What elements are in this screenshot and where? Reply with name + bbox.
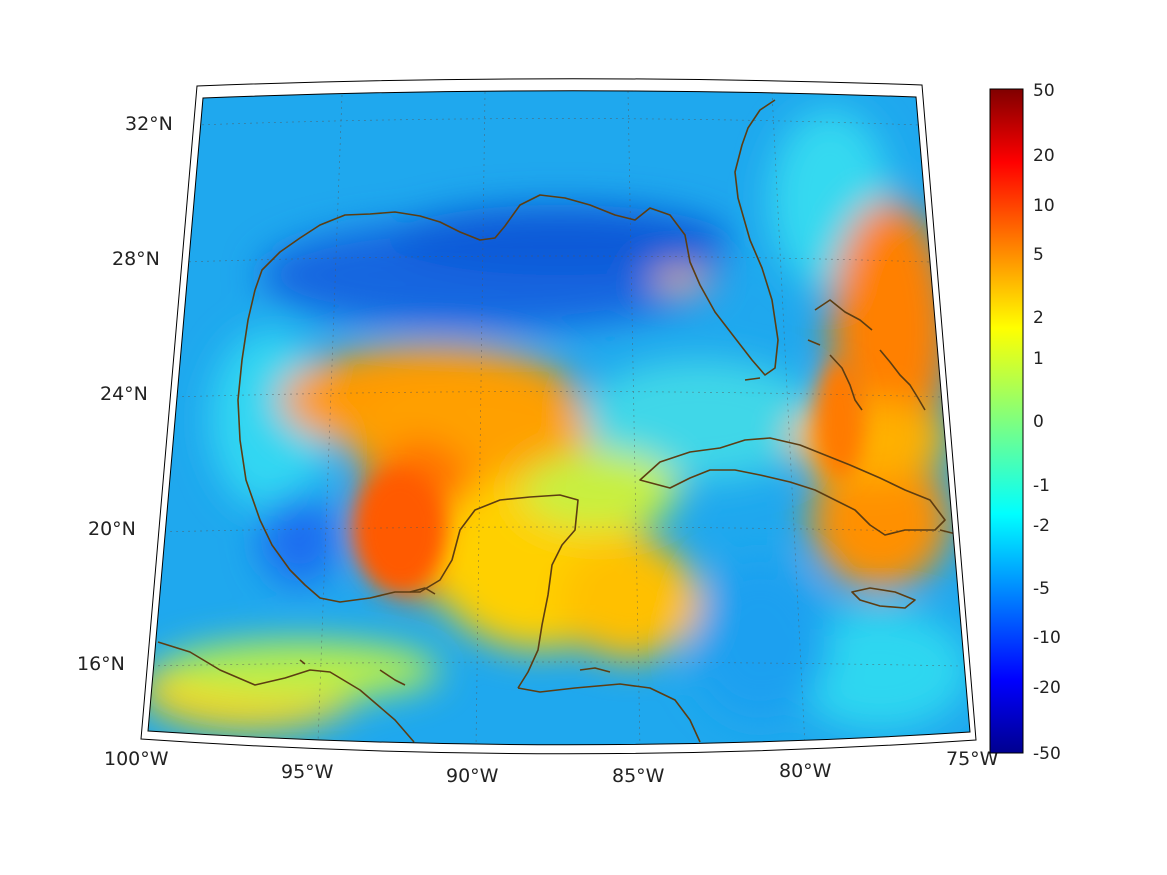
lon-tick-100w: 100°W xyxy=(104,748,169,770)
lat-tick-28n: 28°N xyxy=(112,248,160,270)
colorbar: 50 20 10 5 2 1 0 -1 -2 -5 -10 -20 -50 xyxy=(989,81,1061,764)
colorbar-label-0: 0 xyxy=(1033,412,1044,432)
colorbar-label-20: 20 xyxy=(1033,146,1055,166)
lon-tick-95w: 95°W xyxy=(281,761,334,783)
map-field xyxy=(148,90,970,745)
colorbar-label-5: 5 xyxy=(1033,245,1044,265)
colorbar-label-neg20: -20 xyxy=(1033,678,1061,698)
lat-tick-32n: 32°N xyxy=(125,113,173,135)
graticule xyxy=(148,90,961,745)
colorbar-label-neg5: -5 xyxy=(1033,579,1050,599)
colorbar-label-neg1: -1 xyxy=(1033,476,1050,496)
lat-tick-24n: 24°N xyxy=(100,383,148,405)
lon-tick-80w: 80°W xyxy=(779,760,832,782)
coastlines xyxy=(157,99,961,743)
lon-tick-90w: 90°W xyxy=(446,765,499,787)
lat-tick-16n: 16°N xyxy=(77,653,125,675)
colorbar-label-1: 1 xyxy=(1033,349,1044,369)
map-frame xyxy=(147,90,971,746)
colorbar-label-2: 2 xyxy=(1033,308,1044,328)
colorbar-label-10: 10 xyxy=(1033,196,1055,216)
map-frame-outer xyxy=(140,78,977,755)
colorbar-label-neg10: -10 xyxy=(1033,628,1061,648)
colorbar-label-neg2: -2 xyxy=(1033,516,1050,536)
lat-tick-20n: 20°N xyxy=(88,518,136,540)
lon-tick-75w: 75°W xyxy=(946,748,999,770)
lon-tick-85w: 85°W xyxy=(612,765,665,787)
colorbar-label-neg50: -50 xyxy=(1033,744,1061,764)
lat-tick-labels: 32°N 28°N 24°N 20°N 16°N xyxy=(77,113,173,675)
colorbar-gradient xyxy=(989,88,1024,754)
colorbar-label-50: 50 xyxy=(1033,81,1055,101)
lon-tick-labels: 100°W 95°W 90°W 85°W 80°W 75°W xyxy=(104,748,999,787)
